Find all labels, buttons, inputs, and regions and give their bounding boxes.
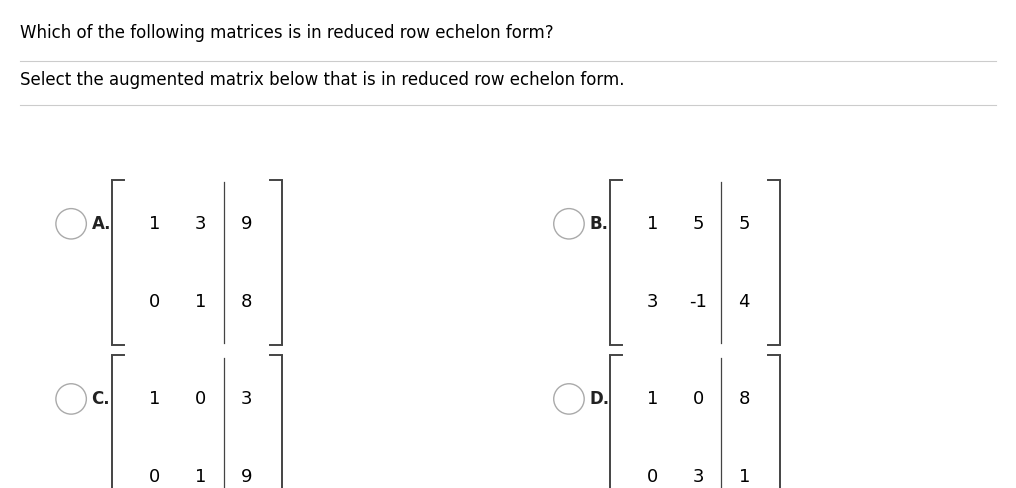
Text: Which of the following matrices is in reduced row echelon form?: Which of the following matrices is in re… (20, 24, 554, 42)
Text: 0: 0 (647, 468, 658, 486)
Text: 1: 1 (195, 468, 206, 486)
Text: 1: 1 (149, 215, 161, 233)
Text: 8: 8 (241, 293, 252, 311)
Text: B.: B. (589, 215, 609, 233)
Text: C.: C. (91, 390, 110, 408)
Text: 4: 4 (739, 293, 750, 311)
Text: D.: D. (589, 390, 610, 408)
Text: -1: -1 (690, 293, 707, 311)
Text: 1: 1 (195, 293, 206, 311)
Text: 3: 3 (693, 468, 704, 486)
Text: 0: 0 (195, 390, 206, 408)
Text: 1: 1 (647, 390, 658, 408)
Text: 0: 0 (693, 390, 704, 408)
Text: Select the augmented matrix below that is in reduced row echelon form.: Select the augmented matrix below that i… (20, 71, 625, 88)
Text: 1: 1 (149, 390, 161, 408)
Text: A.: A. (91, 215, 111, 233)
Text: 9: 9 (241, 215, 252, 233)
Text: 3: 3 (241, 390, 252, 408)
Text: 1: 1 (647, 215, 658, 233)
Text: 0: 0 (149, 293, 161, 311)
Text: 0: 0 (149, 468, 161, 486)
Text: 9: 9 (241, 468, 252, 486)
Text: 1: 1 (739, 468, 750, 486)
Text: 5: 5 (693, 215, 704, 233)
Text: 5: 5 (739, 215, 750, 233)
Text: 3: 3 (647, 293, 658, 311)
Text: 8: 8 (739, 390, 750, 408)
Text: 3: 3 (195, 215, 206, 233)
